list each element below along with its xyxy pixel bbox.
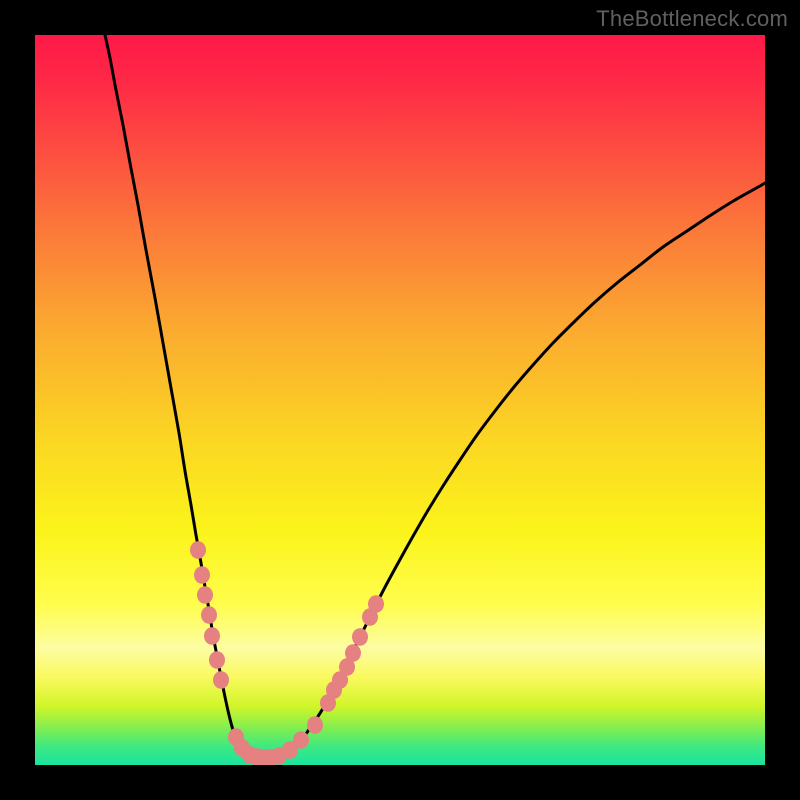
watermark-text: TheBottleneck.com — [596, 6, 788, 32]
gradient-background — [35, 35, 765, 765]
plot-area — [35, 35, 765, 765]
